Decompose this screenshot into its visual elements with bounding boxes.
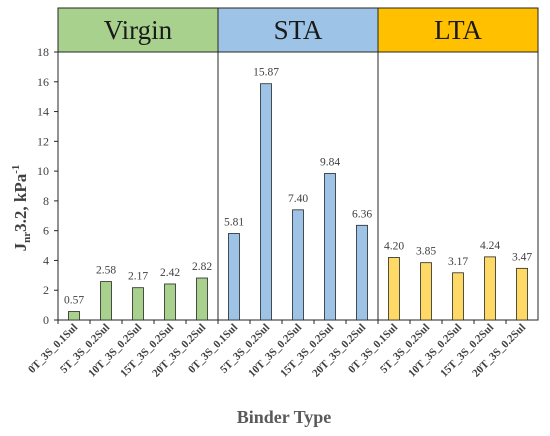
bar — [324, 173, 336, 321]
bar — [356, 224, 368, 321]
bar — [516, 267, 528, 321]
bar — [452, 272, 464, 321]
group-header-label: LTA — [434, 15, 482, 45]
x-axis: 0T_3S_0.1Sul5T_3S_0.2Sul10T_3S_0.2Sul15T… — [26, 320, 528, 380]
group-header-box — [57, 7, 219, 53]
data-label: 3.85 — [416, 246, 436, 258]
data-label: 6.36 — [352, 208, 372, 220]
bar — [260, 83, 272, 321]
bar — [420, 262, 432, 321]
bar — [228, 233, 240, 321]
x-axis-title: Binder Type — [237, 407, 332, 427]
y-tick-label: 12 — [37, 134, 49, 148]
bar — [68, 311, 80, 321]
y-axis-title-main: J — [11, 242, 30, 251]
data-label: 0.57 — [64, 295, 84, 307]
data-label: 2.58 — [96, 265, 116, 277]
bars: 0.57 2.58 2.17 2.42 2.82 5.81 15.87 7.40 9.84 6.3… — [64, 67, 532, 321]
y-axis-title-rest: 3.2, kPa — [11, 173, 30, 232]
y-axis-title: Jnr3.2, kPa-1 — [10, 165, 33, 252]
y-axis-title-sup: -1 — [10, 165, 22, 174]
group-header-box — [377, 7, 539, 53]
bar — [292, 209, 304, 321]
data-label: 2.82 — [192, 261, 212, 273]
data-label: 15.87 — [253, 67, 279, 79]
data-label: 3.17 — [448, 256, 468, 268]
data-label: 4.20 — [384, 240, 404, 252]
bar — [100, 281, 112, 321]
y-tick-label: 18 — [37, 45, 49, 59]
group-headers: Virgin STA LTA — [57, 7, 539, 53]
y-tick-label: 0 — [43, 313, 49, 327]
bar — [388, 257, 400, 321]
y-tick-label: 14 — [37, 105, 49, 119]
data-label: 4.24 — [480, 240, 500, 252]
bar — [196, 277, 208, 321]
group-header-label: Virgin — [104, 15, 173, 45]
data-label: 5.81 — [224, 216, 244, 228]
y-axis-title-sub: nr — [21, 232, 33, 243]
y-tick-label: 4 — [43, 253, 49, 267]
bar — [484, 256, 496, 321]
y-tick-label: 8 — [43, 194, 49, 208]
group-header-box — [217, 7, 379, 53]
data-label: 7.40 — [288, 193, 308, 205]
data-label: 9.84 — [320, 156, 340, 168]
y-axis: 0 2 4 6 8 10 12 14 16 18 — [37, 45, 58, 327]
data-label: 3.47 — [512, 251, 532, 263]
y-tick-label: 10 — [37, 164, 49, 178]
group-header-label: STA — [274, 15, 323, 45]
y-tick-label: 6 — [43, 224, 49, 238]
bar — [132, 287, 144, 321]
data-label: 2.17 — [128, 271, 148, 283]
y-tick-label: 16 — [37, 75, 49, 89]
bar — [164, 283, 176, 321]
y-tick-label: 2 — [43, 283, 49, 297]
data-label: 2.42 — [160, 267, 180, 279]
